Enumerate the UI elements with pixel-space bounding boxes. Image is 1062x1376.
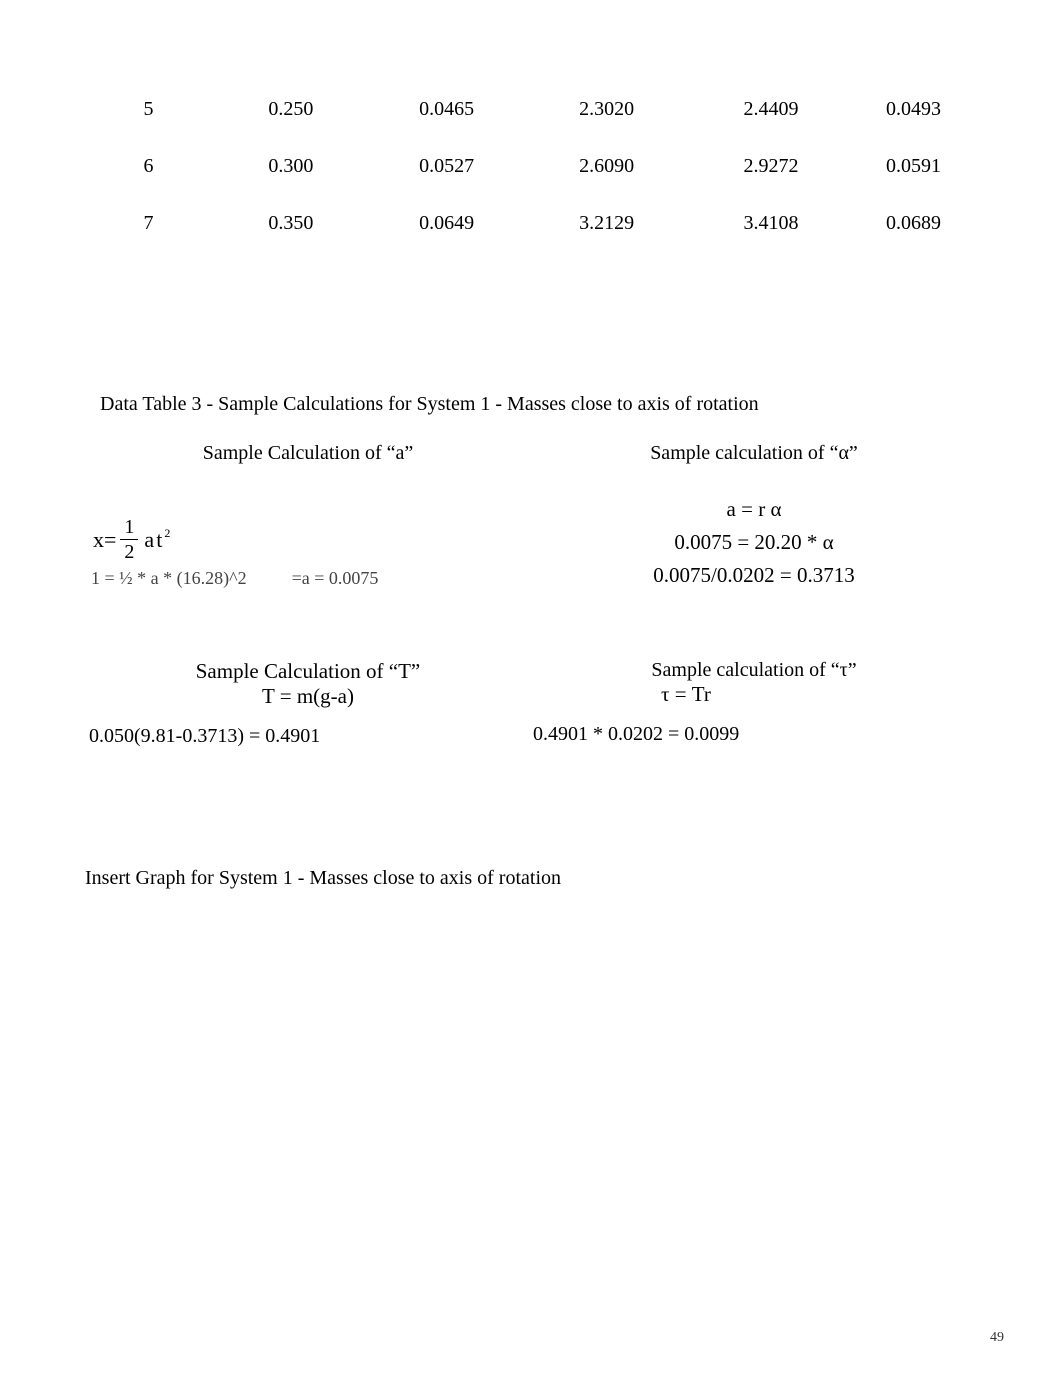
cell: 0.0591 — [852, 139, 975, 194]
cell: 2.6090 — [523, 139, 690, 194]
t-eq: T = m(g-a) — [85, 684, 531, 709]
cell: 3.2129 — [523, 196, 690, 251]
frac-num: 1 — [120, 517, 138, 540]
calc-table: Sample Calculation of “a” Sample calcula… — [85, 430, 977, 807]
cell: 5 — [87, 82, 210, 137]
cell: 0.0465 — [372, 82, 521, 137]
alpha-calc-cell: a = r α 0.0075 = 20.20 * α 0.0075/0.0202… — [531, 477, 977, 647]
x-formula: x= 1 2 a t 2 — [93, 517, 531, 562]
t-calc-cell: Sample Calculation of “T” T = m(g-a) 0.0… — [85, 647, 531, 807]
tau-calc-cell: Sample calculation of “τ” τ = Tr 0.4901 … — [531, 647, 977, 807]
table-row: 6 0.300 0.0527 2.6090 2.9272 0.0591 — [87, 139, 975, 194]
data-table-top: 5 0.250 0.0465 2.3020 2.4409 0.0493 6 0.… — [85, 80, 977, 253]
cell: 2.4409 — [692, 82, 850, 137]
insert-graph-text: Insert Graph for System 1 - Masses close… — [85, 867, 977, 890]
t-block: Sample Calculation of “T” T = m(g-a) — [85, 659, 531, 709]
alpha-line-3: 0.0075/0.0202 = 0.3713 — [531, 563, 977, 588]
t-result: 0.050(9.81-0.3713) = 0.4901 — [89, 725, 531, 748]
page-number: 49 — [990, 1330, 1004, 1346]
calc-header-row: Sample Calculation of “a” Sample calcula… — [85, 430, 977, 477]
cell: 6 — [87, 139, 210, 194]
alpha-line-1: a = r α — [531, 497, 977, 522]
fraction-half: 1 2 — [120, 517, 138, 562]
alpha-block: a = r α 0.0075 = 20.20 * α 0.0075/0.0202… — [531, 497, 977, 588]
half-calc-line: 1 = ½ * a * (16.28)^2 =a = 0.0075 — [91, 568, 531, 589]
at-squared: a t 2 — [144, 527, 170, 553]
cell: 7 — [87, 196, 210, 251]
cell: 3.4108 — [692, 196, 850, 251]
t-letter: t — [156, 527, 162, 553]
cell: 2.3020 — [523, 82, 690, 137]
table-row: 5 0.250 0.0465 2.3020 2.4409 0.0493 — [87, 82, 975, 137]
header-tau: Sample calculation of “τ” — [531, 659, 977, 682]
cell: 0.350 — [212, 196, 370, 251]
frac-den: 2 — [124, 540, 134, 562]
sup-2: 2 — [164, 526, 170, 541]
x-eq: x= — [93, 527, 116, 553]
a-calc-cell: x= 1 2 a t 2 1 = ½ * a * (16.28)^2 =a = … — [85, 477, 531, 647]
cell: 0.0527 — [372, 139, 521, 194]
header-a: Sample Calculation of “a” — [85, 430, 531, 477]
alpha-line-2: 0.0075 = 20.20 * α — [531, 530, 977, 555]
a-letter: a — [144, 527, 154, 553]
calc-body-row-2: Sample Calculation of “T” T = m(g-a) 0.0… — [85, 647, 977, 807]
header-alpha: Sample calculation of “α” — [531, 430, 977, 477]
tau-eq: τ = Tr — [661, 682, 977, 707]
cell: 2.9272 — [692, 139, 850, 194]
table3-title: Data Table 3 - Sample Calculations for S… — [85, 393, 977, 416]
cell: 0.250 — [212, 82, 370, 137]
calc-body-row-1: x= 1 2 a t 2 1 = ½ * a * (16.28)^2 =a = … — [85, 477, 977, 647]
tau-result: 0.4901 * 0.0202 = 0.0099 — [533, 723, 977, 746]
cell: 0.0493 — [852, 82, 975, 137]
cell: 0.300 — [212, 139, 370, 194]
table-row: 7 0.350 0.0649 3.2129 3.4108 0.0689 — [87, 196, 975, 251]
header-T: Sample Calculation of “T” — [85, 659, 531, 684]
cell: 0.0689 — [852, 196, 975, 251]
cell: 0.0649 — [372, 196, 521, 251]
